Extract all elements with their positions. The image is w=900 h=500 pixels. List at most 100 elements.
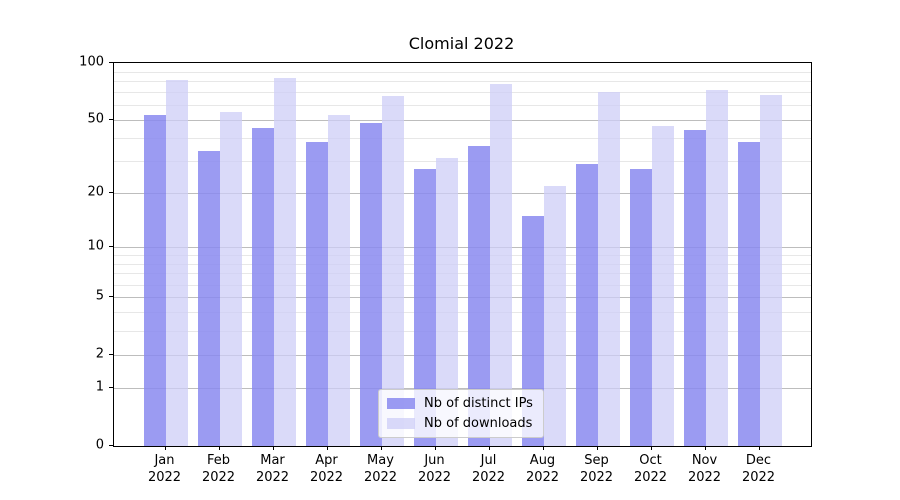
x-tick-mark <box>758 446 760 450</box>
x-tick-year: 2022 <box>633 470 668 485</box>
x-tick-month: Feb <box>206 453 231 468</box>
x-tick-mark <box>596 446 598 450</box>
x-tick-label-may: May 2022 <box>364 452 397 486</box>
x-tick-label-jul: Jul 2022 <box>472 452 505 486</box>
gridline-major <box>114 388 811 390</box>
y-tick-label: 10 <box>87 238 104 254</box>
gridline-minor <box>114 81 811 83</box>
y-tick-label: 50 <box>87 111 104 127</box>
x-tick-year: 2022 <box>417 470 452 485</box>
x-tick-month: Nov <box>691 453 718 468</box>
bar-distinct-ips-aug <box>521 215 544 446</box>
bar-distinct-ips-nov <box>683 130 706 446</box>
bar-downloads-jan <box>165 80 188 446</box>
y-tick-label: 1 <box>95 379 104 395</box>
bar-downloads-mar <box>273 78 296 446</box>
x-tick-year: 2022 <box>471 470 506 485</box>
gridline-minor <box>114 104 811 106</box>
legend-item: Nb of distinct IPs <box>387 396 533 411</box>
x-tick-label-dec: Dec 2022 <box>742 452 775 486</box>
y-tick-label: 2 <box>95 346 104 362</box>
x-tick-year: 2022 <box>255 470 290 485</box>
bar-distinct-ips-mar <box>251 128 274 446</box>
bar-distinct-ips-feb <box>197 150 220 446</box>
y-tick-label: 20 <box>87 184 104 200</box>
bar-downloads-dec <box>759 94 782 446</box>
x-tick-label-jun: Jun 2022 <box>418 452 451 486</box>
gridline-major <box>114 354 811 356</box>
x-tick-mark <box>704 446 706 450</box>
y-tick-mark <box>109 445 113 446</box>
bar-downloads-feb <box>219 111 242 446</box>
plot-area <box>113 62 812 447</box>
legend-swatch-distinct-ips <box>387 398 415 409</box>
x-tick-mark <box>488 446 490 450</box>
x-tick-year: 2022 <box>147 470 182 485</box>
gridline-major <box>114 247 811 248</box>
gridline-major <box>114 119 811 121</box>
x-tick-year: 2022 <box>363 470 398 485</box>
legend-swatch-downloads <box>387 418 415 429</box>
x-tick-month: Mar <box>260 453 285 468</box>
bar-distinct-ips-jun <box>413 169 436 446</box>
gridline-minor <box>114 92 811 94</box>
bar-downloads-may <box>381 95 404 446</box>
bar-downloads-sep <box>597 92 620 446</box>
x-tick-mark <box>542 446 544 450</box>
gridline-minor <box>114 263 811 265</box>
y-tick-mark <box>109 353 113 355</box>
x-tick-month: Sep <box>584 453 609 468</box>
gridline-minor <box>114 312 811 314</box>
x-tick-year: 2022 <box>579 470 614 485</box>
y-tick-mark <box>109 246 113 247</box>
bar-downloads-jun <box>435 158 458 446</box>
bar-distinct-ips-apr <box>305 141 328 446</box>
bar-downloads-apr <box>327 114 350 446</box>
y-tick-mark <box>109 118 113 120</box>
x-tick-month: Jul <box>480 453 497 468</box>
bar-distinct-ips-may <box>359 123 382 446</box>
gridline-minor <box>114 161 811 163</box>
y-tick-mark <box>109 296 113 298</box>
x-tick-mark <box>380 446 382 450</box>
x-tick-year: 2022 <box>309 470 344 485</box>
y-tick-label: 100 <box>79 54 104 70</box>
gridline-minor <box>114 71 811 73</box>
legend-label: Nb of distinct IPs <box>424 396 533 411</box>
x-tick-mark <box>434 446 436 450</box>
legend-item: Nb of downloads <box>387 416 533 431</box>
bar-distinct-ips-sep <box>575 163 598 446</box>
bar-downloads-nov <box>705 89 728 446</box>
y-tick-mark <box>109 387 113 389</box>
x-tick-year: 2022 <box>741 470 776 485</box>
x-tick-month: Apr <box>315 453 338 468</box>
gridline-minor <box>114 330 811 332</box>
legend-label: Nb of downloads <box>424 416 533 431</box>
y-tick-label: 5 <box>95 288 104 304</box>
bar-distinct-ips-oct <box>629 169 652 446</box>
x-tick-month: May <box>367 453 394 468</box>
x-tick-month: Jun <box>424 453 445 468</box>
gridline-minor <box>114 284 811 286</box>
x-tick-year: 2022 <box>525 470 560 485</box>
x-tick-label-aug: Aug 2022 <box>526 452 559 486</box>
x-tick-month: Aug <box>529 453 556 468</box>
x-tick-mark <box>218 446 220 450</box>
x-tick-mark <box>326 446 328 450</box>
gridline-major <box>114 297 811 299</box>
x-tick-year: 2022 <box>201 470 236 485</box>
y-tick-mark <box>109 192 113 194</box>
x-tick-mark <box>272 446 274 450</box>
x-tick-year: 2022 <box>687 470 722 485</box>
x-tick-mark <box>164 446 166 450</box>
x-tick-label-oct: Oct 2022 <box>634 452 667 486</box>
x-tick-month: Jan <box>154 453 175 468</box>
bar-distinct-ips-jan <box>143 114 166 446</box>
x-tick-label-mar: Mar 2022 <box>256 452 289 486</box>
bar-downloads-aug <box>543 185 566 446</box>
y-tick-mark <box>109 62 113 63</box>
legend: Nb of distinct IPs Nb of downloads <box>378 389 544 438</box>
bar-downloads-jul <box>489 84 512 446</box>
x-tick-label-feb: Feb 2022 <box>202 452 235 486</box>
